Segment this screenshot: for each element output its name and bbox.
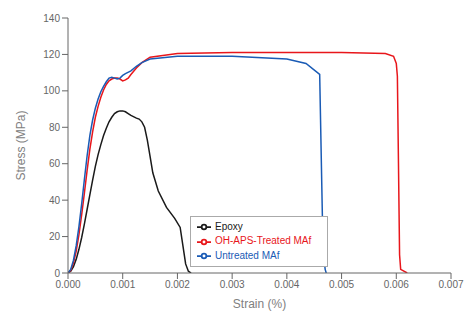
svg-text:100: 100 <box>43 85 60 96</box>
svg-text:60: 60 <box>49 158 61 169</box>
svg-text:0.000: 0.000 <box>55 279 80 290</box>
svg-text:0.003: 0.003 <box>220 279 245 290</box>
svg-text:0.005: 0.005 <box>329 279 354 290</box>
svg-text:0.002: 0.002 <box>165 279 190 290</box>
svg-text:120: 120 <box>43 49 60 60</box>
svg-text:20: 20 <box>49 231 61 242</box>
svg-text:0.007: 0.007 <box>438 279 463 290</box>
svg-text:140: 140 <box>43 13 60 24</box>
html-text:OH-APS-Treated MAf: OH-APS-Treated MAf <box>215 235 312 247</box>
svg-text:0.004: 0.004 <box>274 279 299 290</box>
html-text:Epoxy: Epoxy <box>215 221 243 232</box>
svg-text:Stress (MPa): Stress (MPa) <box>14 110 28 180</box>
svg-text:0: 0 <box>54 268 60 279</box>
svg-text:40: 40 <box>49 195 61 206</box>
svg-text:80: 80 <box>49 122 61 133</box>
svg-text:0.001: 0.001 <box>110 279 135 290</box>
html-text:Untreated MAf: Untreated MAf <box>215 249 280 261</box>
svg-text:Strain (%): Strain (%) <box>233 297 286 311</box>
svg-text:0.006: 0.006 <box>384 279 409 290</box>
